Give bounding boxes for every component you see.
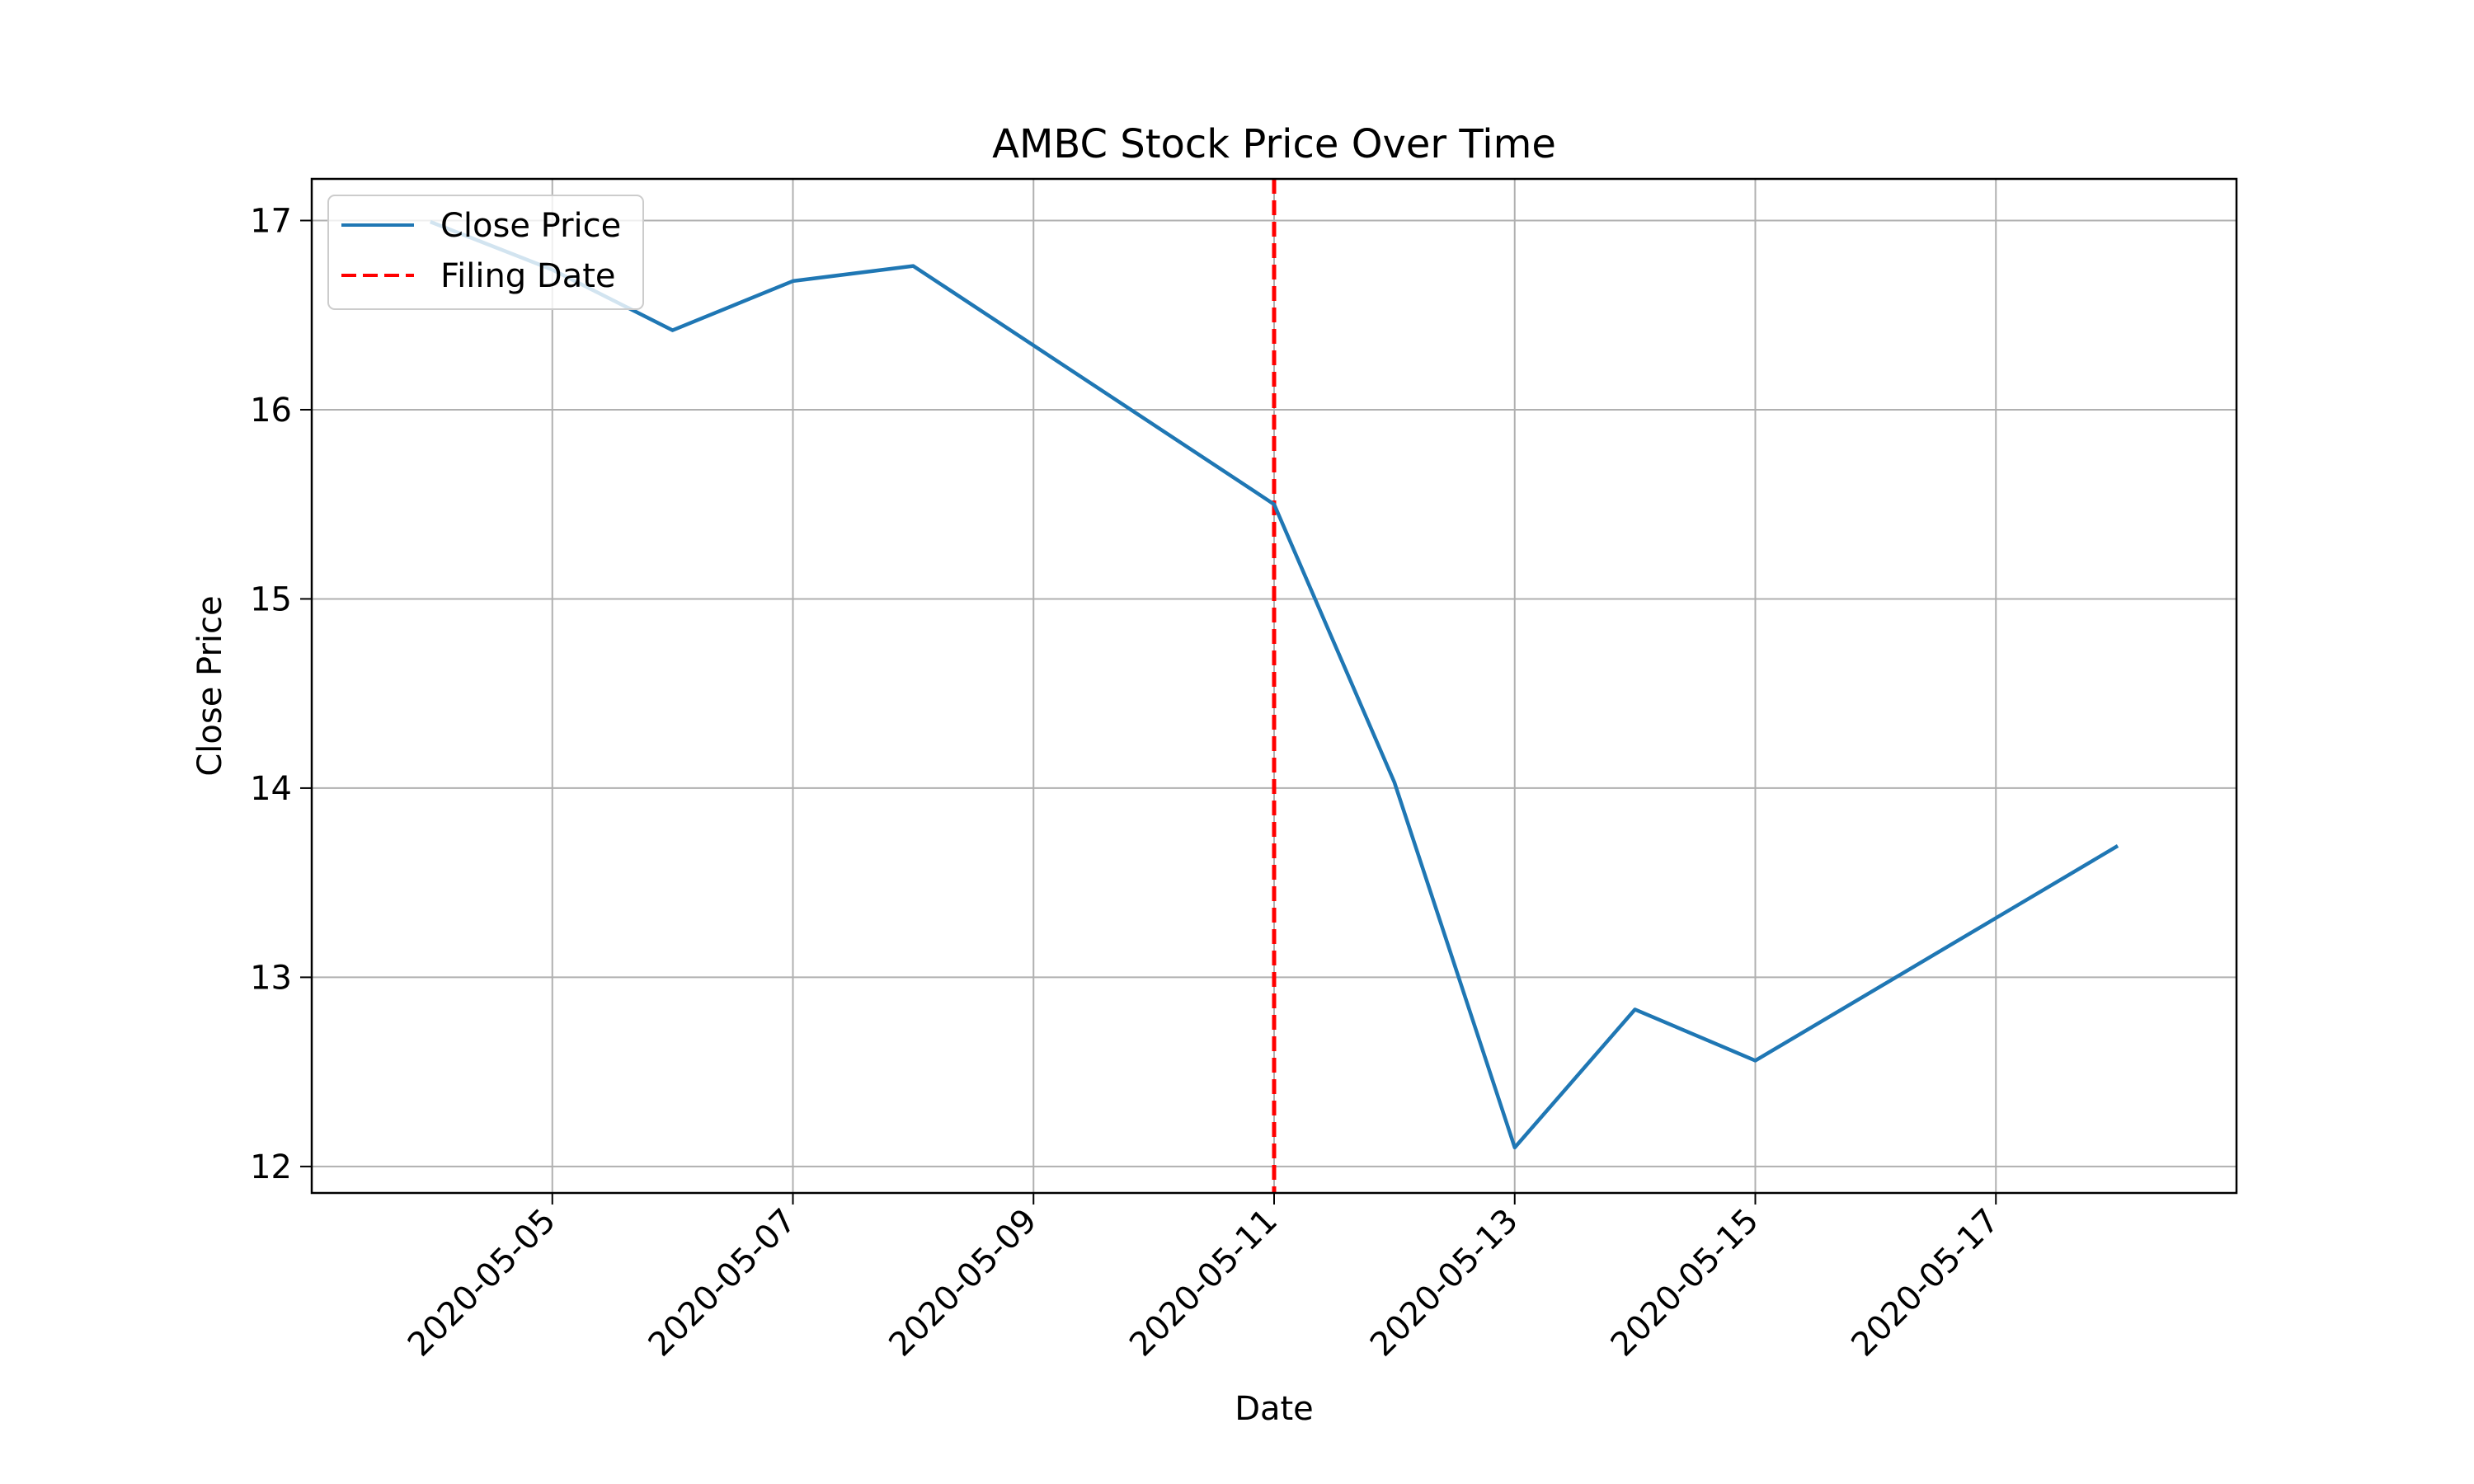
series-lines — [429, 219, 2119, 1150]
legend: Close Price Filing Date — [327, 195, 644, 310]
y-axis-title: Close Price — [191, 595, 229, 776]
y-tick-label: 17 — [250, 202, 292, 240]
y-tick-label: 12 — [250, 1148, 292, 1186]
y-tick-label: 15 — [250, 580, 292, 618]
legend-label-filing-date: Filing Date — [440, 257, 616, 295]
close-price-line — [429, 219, 2119, 1150]
y-tick-label: 13 — [250, 959, 292, 997]
legend-label-close-price: Close Price — [440, 207, 621, 245]
y-tick-label: 16 — [250, 392, 292, 430]
chart-title: AMBC Stock Price Over Time — [992, 121, 1556, 167]
x-axis-title: Date — [1235, 1390, 1314, 1428]
y-tick-label: 14 — [250, 770, 292, 808]
